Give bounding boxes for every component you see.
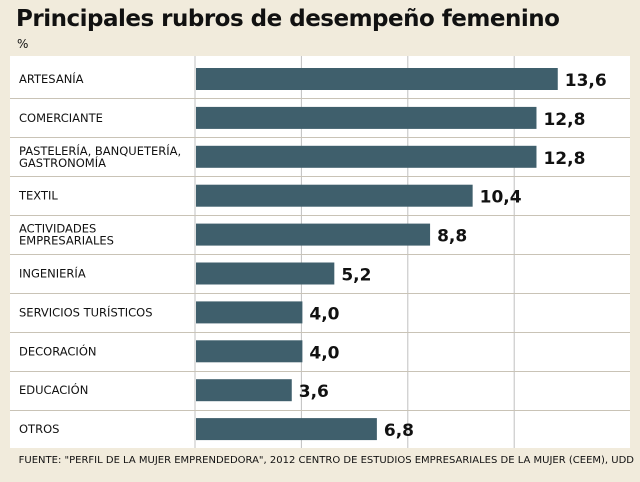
bar-value-label: 12,8 (543, 110, 585, 130)
bar (196, 301, 303, 324)
source-note: FUENTE: "PERFIL DE LA MUJER EMPRENDEDORA… (18, 455, 634, 466)
category-label: PASTELERÍA, BANQUETERÍA, (19, 143, 181, 158)
category-label: SERVICIOS TURÍSTICOS (19, 304, 153, 319)
bar-value-label: 10,4 (480, 188, 522, 208)
category-label: GASTRONOMÍA (19, 155, 106, 170)
bar-value-label: 13,6 (565, 71, 607, 91)
bar (196, 106, 537, 129)
bar-value-label: 4,0 (309, 343, 339, 363)
bar-value-label: 8,8 (437, 227, 467, 247)
bar-chart: ARTESANÍA 13,6 COMERCIANTE 12,8 PASTELERÍA, … (10, 56, 630, 448)
category-label: COMERCIANTE (19, 111, 103, 125)
bar-value-label: 12,8 (543, 149, 585, 169)
bar (196, 145, 537, 168)
unit-label: % (17, 37, 29, 51)
category-label: DECORACIÓN (19, 343, 96, 358)
bar (196, 379, 292, 402)
chart-title: Principales rubros de desempeño femenino (16, 6, 560, 32)
category-label: INGENIERÍA (19, 266, 86, 281)
chart-panel: ARTESANÍA 13,6 COMERCIANTE 12,8 PASTELERÍA, … (10, 56, 630, 448)
bar (196, 68, 558, 90)
category-label: EMPRESARIALES (19, 234, 114, 248)
bar (196, 340, 303, 363)
category-label: TEXTIL (18, 189, 58, 203)
bar (196, 184, 473, 207)
bar-value-label: 6,8 (384, 421, 414, 441)
category-label: EDUCACIÓN (19, 382, 88, 397)
category-label: OTROS (19, 422, 59, 436)
category-label: ARTESANÍA (19, 71, 84, 86)
bar (196, 262, 335, 285)
bar (196, 223, 431, 246)
category-label: ACTIVIDADES (19, 222, 96, 236)
bar-value-label: 5,2 (341, 266, 371, 286)
bar-value-label: 4,0 (309, 304, 339, 324)
bar-value-label: 3,6 (299, 382, 329, 402)
bar (196, 418, 377, 441)
